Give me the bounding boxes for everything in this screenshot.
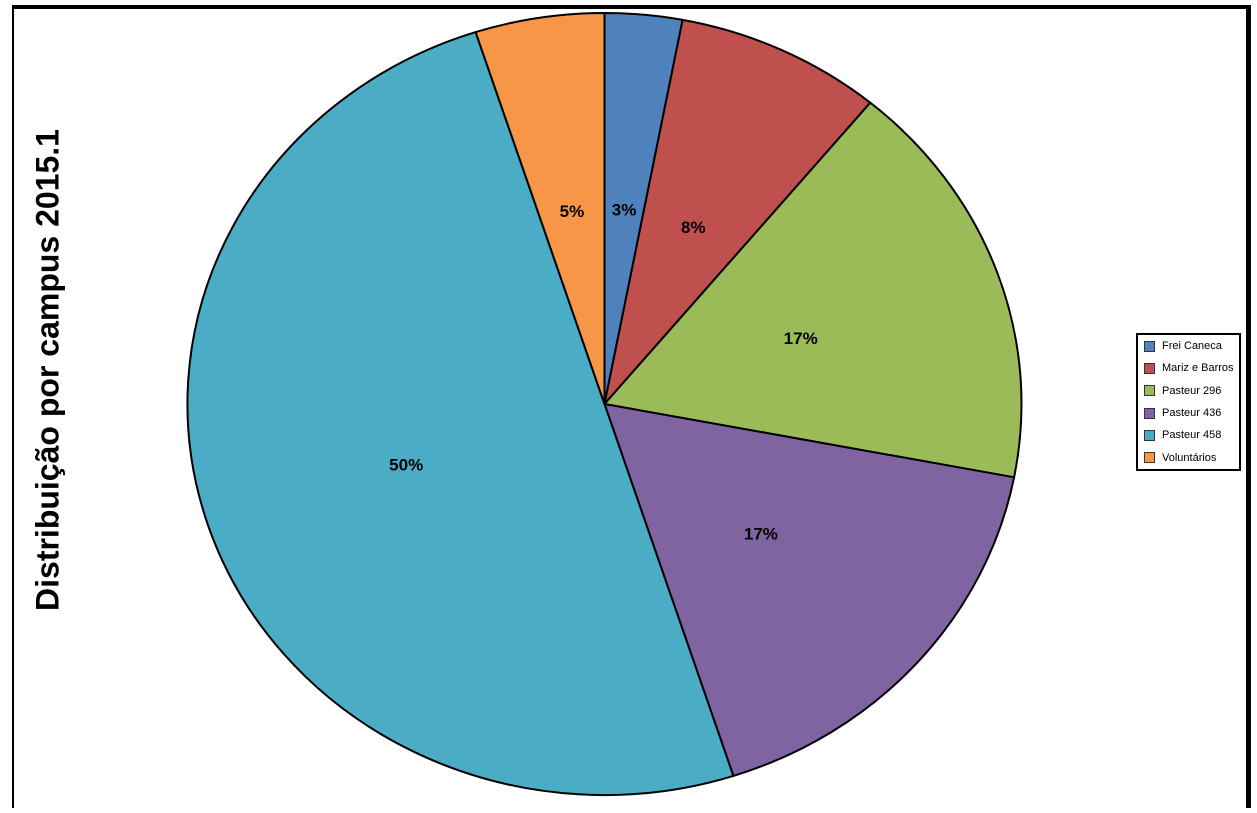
legend-label: Mariz e Barros <box>1162 362 1234 375</box>
legend-label: Frei Caneca <box>1162 340 1222 353</box>
legend-item-pasteur-436[interactable]: Pasteur 436 <box>1144 407 1237 419</box>
pie-slice-pasteur-296[interactable] <box>603 101 1023 479</box>
slice-label-frei-caneca: 3% <box>612 200 637 219</box>
legend-item-pasteur-296[interactable]: Pasteur 296 <box>1144 385 1237 397</box>
legend-swatch-icon <box>1144 362 1155 374</box>
pie-slice-pasteur-436[interactable] <box>603 403 1016 777</box>
slice-label-pasteur-458: 50% <box>389 455 423 474</box>
slice-label-pasteur-436: 17% <box>744 524 778 543</box>
slice-label-mariz-e-barros: 8% <box>681 218 706 237</box>
pie-slice-pasteur-458[interactable] <box>186 31 735 797</box>
legend-label: Pasteur 296 <box>1162 384 1222 397</box>
legend-item-mariz-e-barros[interactable]: Mariz e Barros <box>1144 362 1237 374</box>
legend-swatch-icon <box>1144 340 1155 352</box>
legend-label: Voluntários <box>1162 451 1217 464</box>
legend-label: Pasteur 458 <box>1162 429 1222 442</box>
slice-label-voluntários: 5% <box>560 202 585 221</box>
legend-item-frei-caneca[interactable]: Frei Caneca <box>1144 340 1237 352</box>
chart-frame <box>12 5 1251 808</box>
legend-swatch-icon <box>1144 452 1155 464</box>
pie-slice-mariz-e-barros[interactable] <box>603 18 872 405</box>
legend-swatch-icon <box>1144 385 1155 397</box>
legend-item-pasteur-458[interactable]: Pasteur 458 <box>1144 429 1237 441</box>
legend-swatch-icon <box>1144 407 1155 419</box>
slice-label-pasteur-296: 17% <box>784 329 818 348</box>
legend-item-voluntários[interactable]: Voluntários <box>1144 452 1237 464</box>
pie-slice-voluntários[interactable] <box>474 11 606 405</box>
legend-swatch-icon <box>1144 429 1155 441</box>
legend: Frei Caneca Mariz e Barros Pasteur 296 Past… <box>1136 333 1241 471</box>
legend-label: Pasteur 436 <box>1162 407 1222 420</box>
